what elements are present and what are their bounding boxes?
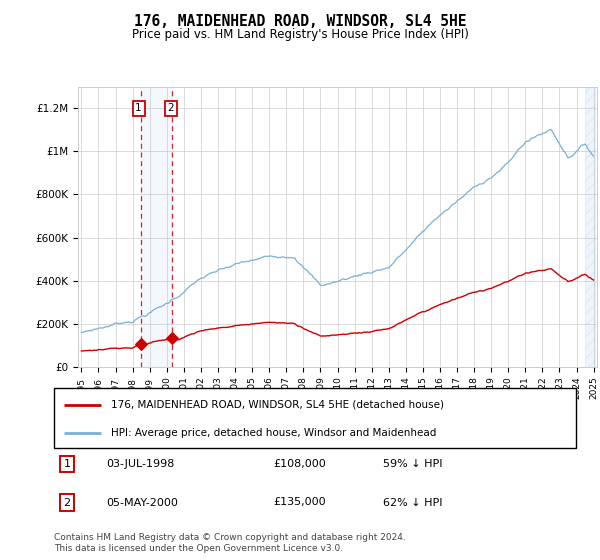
- Bar: [141, 87, 172, 367]
- Point: [167, 333, 177, 342]
- Text: Price paid vs. HM Land Registry's House Price Index (HPI): Price paid vs. HM Land Registry's House …: [131, 28, 469, 41]
- Text: £108,000: £108,000: [273, 459, 326, 469]
- Bar: [585, 87, 595, 367]
- Text: 176, MAIDENHEAD ROAD, WINDSOR, SL4 5HE (detached house): 176, MAIDENHEAD ROAD, WINDSOR, SL4 5HE (…: [112, 400, 445, 410]
- Text: 176, MAIDENHEAD ROAD, WINDSOR, SL4 5HE: 176, MAIDENHEAD ROAD, WINDSOR, SL4 5HE: [134, 14, 466, 29]
- Text: 2: 2: [167, 104, 174, 113]
- Text: Contains HM Land Registry data © Crown copyright and database right 2024.
This d: Contains HM Land Registry data © Crown c…: [54, 533, 406, 553]
- Text: £135,000: £135,000: [273, 497, 326, 507]
- Text: 05-MAY-2000: 05-MAY-2000: [106, 497, 178, 507]
- Text: 03-JUL-1998: 03-JUL-1998: [106, 459, 175, 469]
- Text: 62% ↓ HPI: 62% ↓ HPI: [383, 497, 442, 507]
- FancyBboxPatch shape: [54, 388, 576, 448]
- Text: 1: 1: [64, 459, 71, 469]
- Text: 1: 1: [135, 104, 142, 113]
- Text: 2: 2: [64, 497, 71, 507]
- Point: [136, 339, 146, 348]
- Text: 59% ↓ HPI: 59% ↓ HPI: [383, 459, 442, 469]
- Text: HPI: Average price, detached house, Windsor and Maidenhead: HPI: Average price, detached house, Wind…: [112, 428, 437, 438]
